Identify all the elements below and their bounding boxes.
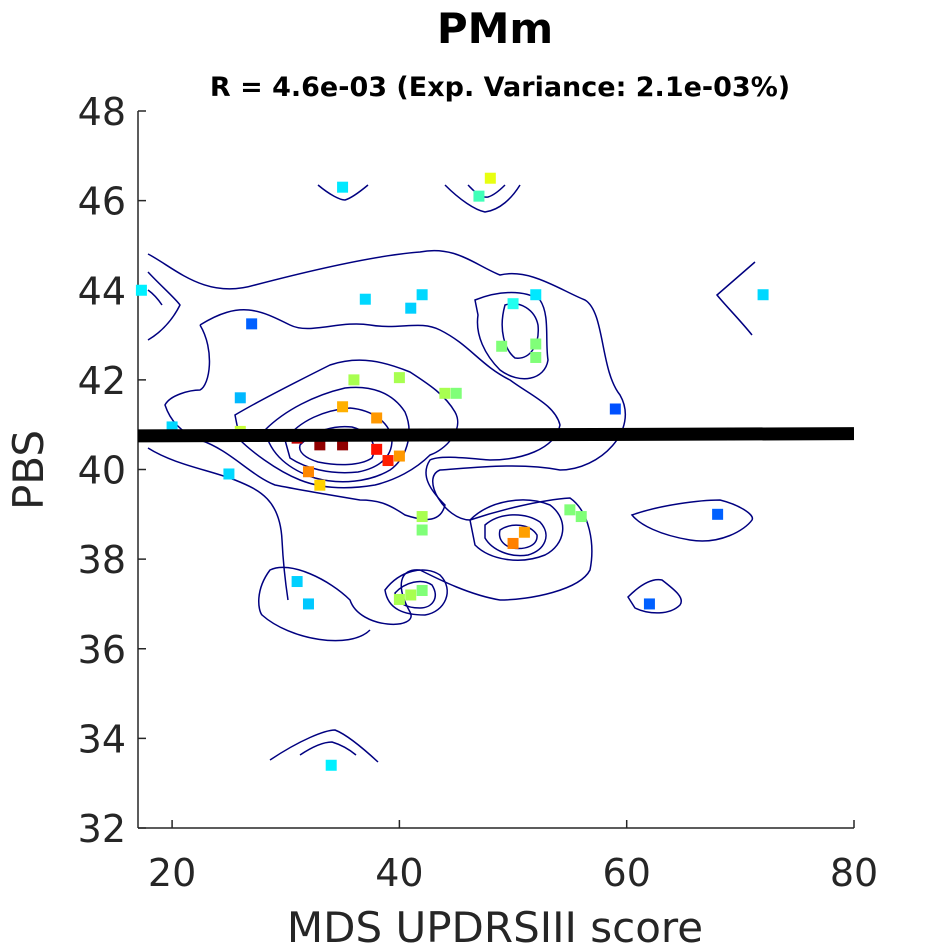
contour-lower-mid [384,569,448,616]
y-tick-label: 40 [78,449,126,493]
data-point [223,468,235,480]
data-point [234,392,246,404]
data-point [712,508,724,520]
y-tick-label: 42 [78,359,126,403]
y-tick-label: 34 [78,717,126,761]
data-point [359,293,371,305]
data-point [530,289,542,301]
contour-right-isolated [630,499,754,542]
data-point [382,455,394,467]
chart-subtitle: R = 4.6e-03 (Exp. Variance: 2.1e-03%) [210,72,790,103]
density-contours [147,184,756,763]
x-tick-label: 80 [830,851,878,895]
contour-left-top [147,271,181,341]
data-point [757,289,769,301]
data-point [496,340,508,352]
contour-right-mid [469,499,564,561]
contour-outer [147,249,627,642]
data-point [416,289,428,301]
x-axis-label: MDS UPDRSIII score [287,903,703,945]
data-point [518,526,530,538]
contour-outer-left [147,447,289,601]
data-point [393,593,405,605]
data-point [302,466,314,478]
data-point [393,450,405,462]
y-tick-label: 48 [78,90,126,134]
regression-line [137,427,855,443]
data-point [166,421,178,433]
contour-right-mid-2 [484,514,547,557]
data-point [564,504,576,516]
data-point [643,598,655,610]
data-point [371,443,383,455]
y-tick-label: 32 [78,807,126,851]
contour-bottom-2 [299,741,357,756]
data-point [484,172,496,184]
data-point [439,387,451,399]
contour-right-mid-3 [498,524,538,550]
data-point [416,584,428,596]
contour-upper-right [474,291,549,380]
data-point [393,372,405,384]
data-point [337,181,349,193]
contour-top-right [444,184,521,213]
data-point [530,338,542,350]
data-point [314,439,326,451]
data-point [530,351,542,363]
data-point [507,298,519,310]
x-tick-label: 40 [375,851,423,895]
y-tick-label: 38 [78,538,126,582]
y-axis-label: PBS [4,430,53,510]
data-point [325,759,337,771]
data-point [291,576,303,588]
data-point [371,412,383,424]
data-point [135,284,147,296]
contour-far-right [715,261,756,336]
data-point [575,511,587,523]
chart-title: PMm [437,4,553,53]
data-point [246,318,258,330]
data-point [337,401,349,413]
data-point [405,302,417,314]
contour-bottom [269,729,379,763]
data-point [450,387,462,399]
data-point [314,479,326,491]
data-point [337,439,349,451]
x-tick-label: 20 [148,851,196,895]
y-tick-label: 46 [78,180,126,224]
contour-upper-right-inner [501,303,539,359]
data-point [609,403,621,415]
contour-lower-right [627,578,682,614]
data-point [416,524,428,536]
data-points [135,172,769,771]
contour-6 [298,425,375,466]
y-tick-label: 36 [78,628,126,672]
y-tick-label: 44 [78,269,126,313]
x-tick-label: 60 [603,851,651,895]
contour-top-left [317,184,369,201]
data-point [473,190,485,202]
axes: 32 34 36 38 40 42 44 46 48 20 40 60 80 [78,90,879,895]
data-point [416,511,428,523]
data-point [348,374,360,386]
contour-3 [234,359,459,489]
contour-left-top-2 [147,289,163,306]
data-point [405,589,417,601]
data-point [302,598,314,610]
data-point [507,537,519,549]
